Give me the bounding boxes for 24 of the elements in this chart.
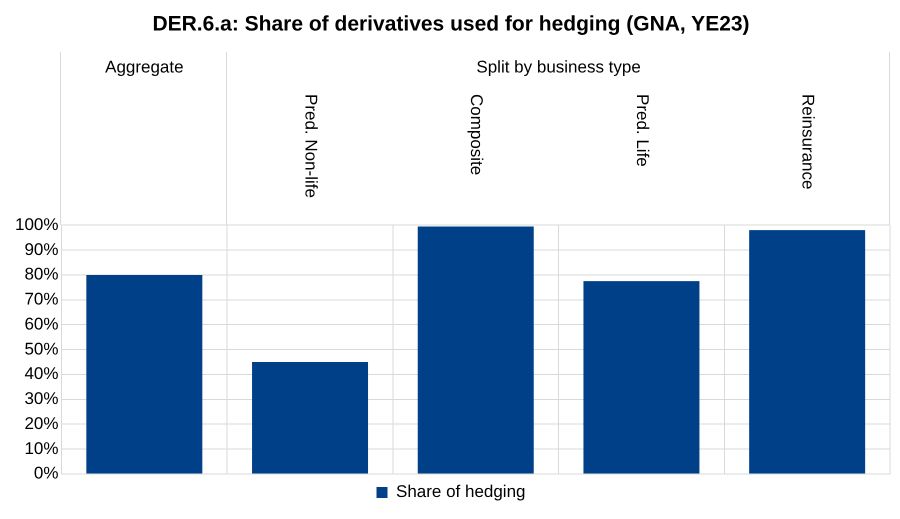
y-tick-label: 30% — [24, 389, 58, 408]
x-tick-label: Composite — [467, 94, 486, 176]
bar — [86, 274, 202, 474]
bar — [749, 230, 866, 474]
x-tick-label: Pred. Life — [632, 94, 652, 167]
x-tick-label: Pred. Non-life — [301, 94, 320, 198]
y-tick-label: 40% — [24, 364, 58, 384]
text: Aggregate — [105, 58, 184, 77]
bar — [252, 362, 368, 474]
y-tick-label: 20% — [24, 414, 58, 433]
chart-title: DER.6.a: Share of derivatives used for hedging (GNA, YE23) — [152, 12, 750, 36]
bar — [583, 281, 700, 474]
y-tick-label: 90% — [24, 240, 58, 259]
y-tick-label: 50% — [24, 339, 58, 358]
y-tick-label: 0% — [34, 464, 58, 483]
text: Split by business type — [476, 58, 641, 77]
y-tick-label: 10% — [24, 438, 58, 458]
y-tick-label: 70% — [24, 290, 58, 309]
y-tick-label: 80% — [24, 264, 58, 284]
x-tick-label: Reinsurance — [798, 94, 818, 190]
bar — [418, 226, 534, 474]
legend-label: Share of hedging — [396, 482, 526, 502]
y-tick-label: 100% — [14, 214, 58, 234]
y-tick-label: 60% — [24, 314, 58, 334]
